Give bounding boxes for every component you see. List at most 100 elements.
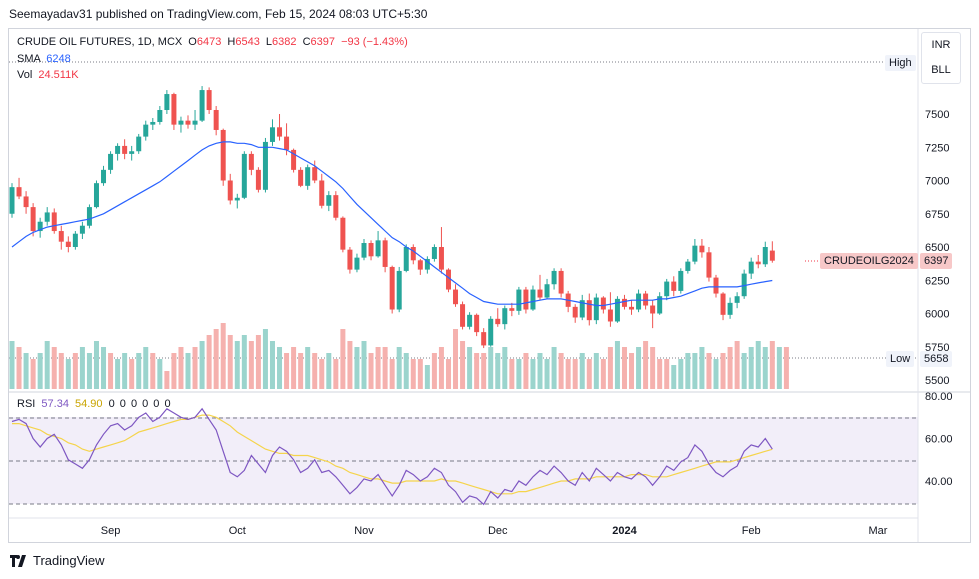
candle-body xyxy=(192,120,198,125)
candle-body xyxy=(629,306,635,310)
high-value: 6543 xyxy=(235,36,260,48)
candle-body xyxy=(255,169,261,190)
open-value: 6473 xyxy=(196,36,222,48)
candle-body xyxy=(396,270,402,310)
high-tag: High xyxy=(885,55,916,71)
candle-body xyxy=(537,289,543,298)
candle-body xyxy=(382,240,388,267)
candle-body xyxy=(171,94,177,125)
volume-bar xyxy=(284,353,290,389)
publisher-line: Seemayadav31 published on TradingView.co… xyxy=(9,7,428,21)
candle-body xyxy=(333,195,339,218)
candle-body xyxy=(389,266,395,310)
volume-bar xyxy=(340,329,346,389)
candle-body xyxy=(115,145,121,154)
volume-bar xyxy=(467,347,473,389)
volume-bar xyxy=(192,347,198,389)
volume-bars xyxy=(9,323,789,389)
volume-bar xyxy=(382,347,388,389)
candle-body xyxy=(262,141,268,190)
volume-bar xyxy=(734,341,740,389)
candle-body xyxy=(424,258,430,270)
candle-body xyxy=(9,187,15,214)
candle-body xyxy=(671,281,677,291)
candle-body xyxy=(86,207,92,226)
candle-body xyxy=(460,304,466,327)
time-tick-label: 2024 xyxy=(612,525,637,537)
candle-body xyxy=(312,167,318,181)
candle-body xyxy=(699,245,705,253)
candle-body xyxy=(551,270,557,285)
volume-bar xyxy=(108,353,114,389)
volume-bar xyxy=(678,359,684,389)
candle-body xyxy=(122,145,128,154)
time-tick-label: Nov xyxy=(354,525,374,537)
low-label: L xyxy=(265,36,273,48)
volume-bar xyxy=(424,365,430,389)
volume-bar xyxy=(333,359,339,389)
volume-bar xyxy=(23,353,29,389)
time-tick-label: Oct xyxy=(229,525,246,537)
currency-button[interactable]: INR xyxy=(931,39,951,51)
low-tag: Low xyxy=(886,351,915,367)
candle-body xyxy=(474,314,480,333)
last-price-tag: 6397 xyxy=(920,253,953,269)
candle-body xyxy=(298,169,304,186)
candle-body xyxy=(769,250,775,261)
candle-body xyxy=(678,270,684,291)
candle-body xyxy=(199,90,205,121)
volume-bar xyxy=(101,347,107,389)
candle-body xyxy=(108,153,114,170)
candle-body xyxy=(417,260,423,270)
volume-bar xyxy=(326,353,332,389)
candle-body xyxy=(748,261,754,274)
candle-body xyxy=(720,293,726,315)
volume-bar xyxy=(354,347,360,389)
candle-body xyxy=(51,212,57,232)
volume-bar xyxy=(755,341,761,389)
candle-body xyxy=(741,273,747,297)
unit-selector[interactable]: INR BLL xyxy=(921,32,961,84)
volume-bar xyxy=(657,359,663,389)
candle-body xyxy=(347,249,353,270)
candle-body xyxy=(291,149,297,170)
volume-bar xyxy=(776,347,782,389)
volume-bar xyxy=(629,353,635,389)
volume-bar xyxy=(389,359,395,389)
volume-bar xyxy=(460,341,466,389)
candle-body xyxy=(509,308,515,311)
price-tick-label: 6000 xyxy=(925,309,949,321)
symbol-name[interactable]: CRUDE OIL FUTURES, 1D, MCX xyxy=(17,36,183,48)
chart-frame xyxy=(8,28,971,543)
candle-body xyxy=(72,233,78,247)
candle-body xyxy=(213,110,219,130)
legend-volume[interactable]: Vol 24.511K xyxy=(17,69,79,81)
candle-body xyxy=(586,300,592,321)
volume-bar xyxy=(150,353,156,389)
candle-body xyxy=(143,124,149,137)
candle-body xyxy=(234,197,240,201)
candle-body xyxy=(354,257,360,270)
tradingview-logo-icon xyxy=(10,554,28,567)
legend-rsi[interactable]: RSI 57.34 54.90 0 0 0 0 0 0 xyxy=(17,398,172,410)
rsi-label: RSI xyxy=(17,398,36,410)
footer-brand[interactable]: TradingView xyxy=(10,553,105,568)
volume-bar xyxy=(516,359,522,389)
low-value: 6382 xyxy=(272,36,297,48)
volume-bar xyxy=(255,335,261,389)
candle-body xyxy=(79,225,85,234)
candle-body xyxy=(101,169,107,184)
legend-sma[interactable]: SMA 6248 xyxy=(17,53,71,65)
rsi-ma-value: 54.90 xyxy=(75,398,103,410)
candle-body xyxy=(502,308,508,325)
rsi-tick-label: 60.00 xyxy=(925,434,953,446)
price-tick-label: 7250 xyxy=(925,142,949,154)
candle-body xyxy=(65,241,71,247)
candle-body xyxy=(368,243,374,257)
price-tick-label: 7000 xyxy=(925,176,949,188)
candle-body xyxy=(481,332,487,346)
volume-bar xyxy=(375,347,381,389)
price-tick-label: 5750 xyxy=(925,342,949,354)
unit-button[interactable]: BLL xyxy=(931,64,951,76)
